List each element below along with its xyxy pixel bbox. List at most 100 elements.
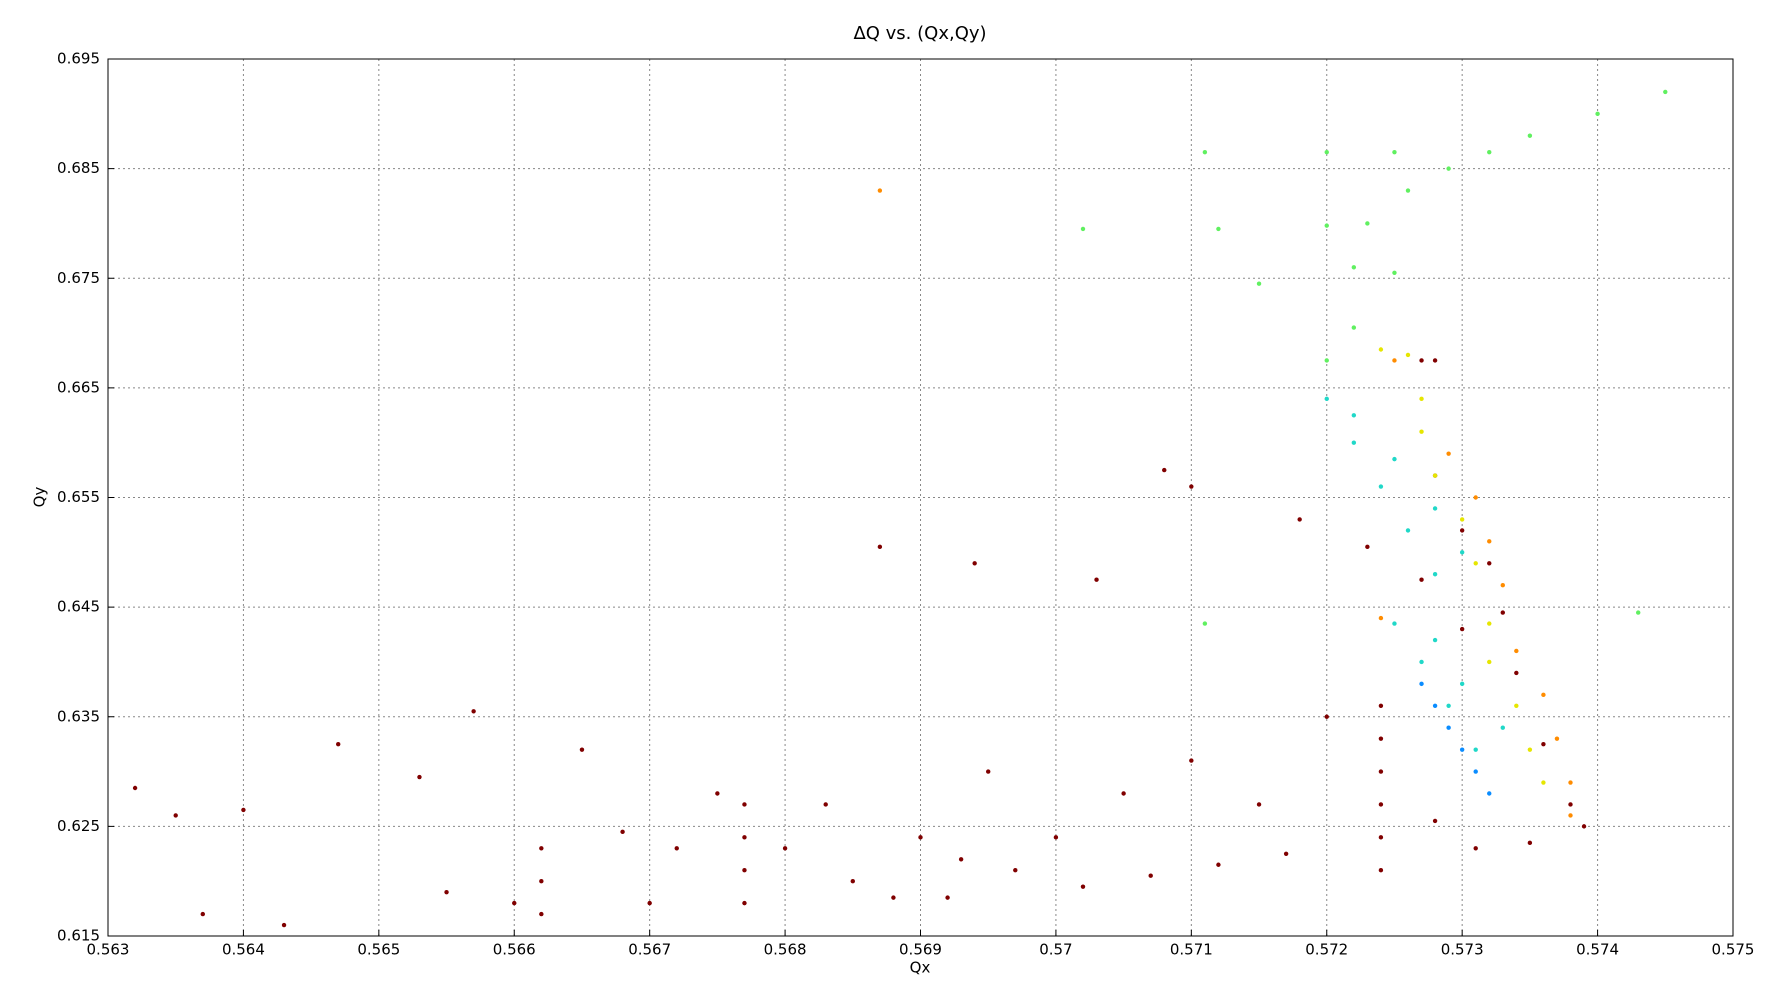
- point: [877, 188, 883, 193]
- point: [1514, 670, 1519, 676]
- point: [1663, 89, 1668, 95]
- point: [918, 835, 923, 840]
- point: [1189, 758, 1194, 763]
- point: [1053, 835, 1059, 840]
- point: [1378, 703, 1384, 708]
- point: [1459, 528, 1465, 533]
- point: [742, 868, 747, 873]
- point: [1636, 610, 1641, 615]
- x-tick-label: 0.571: [1170, 941, 1213, 959]
- point: [1554, 736, 1560, 741]
- point: [1324, 149, 1329, 155]
- chart-title: ΔQ vs. (Qx,Qy): [853, 23, 986, 44]
- point: [173, 813, 178, 818]
- point: [1405, 528, 1411, 533]
- point: [1419, 429, 1424, 434]
- point: [1162, 467, 1167, 473]
- point: [579, 747, 585, 752]
- point: [1351, 265, 1357, 270]
- point: [1432, 637, 1438, 643]
- y-tick-label: 0.695: [57, 50, 100, 68]
- point: [1378, 484, 1384, 489]
- x-tick-label: 0.568: [764, 941, 807, 959]
- point: [1378, 868, 1384, 873]
- point: [850, 878, 855, 884]
- point: [823, 802, 828, 807]
- x-tick-label: 0.565: [357, 941, 400, 959]
- point: [742, 835, 747, 840]
- y-tick-label: 0.645: [57, 598, 100, 616]
- point: [1216, 862, 1221, 867]
- point: [1568, 780, 1573, 785]
- point: [200, 911, 205, 917]
- point: [1568, 813, 1573, 818]
- point: [1446, 166, 1451, 171]
- point: [1392, 358, 1397, 363]
- y-axis-label: Qy: [31, 487, 49, 508]
- point: [1148, 873, 1153, 878]
- point: [1365, 544, 1370, 550]
- y-tick-label: 0.615: [57, 927, 100, 945]
- point: [986, 769, 991, 774]
- x-tick-label: 0.572: [1305, 941, 1348, 959]
- point: [1378, 769, 1384, 774]
- point: [1432, 703, 1438, 708]
- point: [1432, 506, 1438, 511]
- point: [1216, 226, 1221, 232]
- point: [1365, 221, 1370, 226]
- point: [1473, 769, 1478, 774]
- point: [1514, 703, 1519, 708]
- point: [444, 889, 449, 895]
- point: [132, 785, 138, 791]
- point: [1432, 358, 1438, 363]
- x-tick-label: 0.57: [1039, 941, 1072, 959]
- point: [715, 791, 720, 796]
- point: [1527, 840, 1533, 846]
- point: [1324, 396, 1329, 402]
- point: [1297, 517, 1302, 522]
- point: [1487, 791, 1492, 796]
- point: [1324, 358, 1329, 363]
- point: [1500, 610, 1505, 615]
- point: [891, 895, 896, 900]
- point: [1514, 648, 1519, 654]
- point: [1324, 714, 1329, 719]
- point: [1568, 802, 1573, 807]
- point: [417, 774, 422, 780]
- y-tick-label: 0.655: [57, 488, 100, 506]
- point: [1405, 352, 1411, 358]
- point: [742, 900, 747, 906]
- point: [1459, 747, 1465, 752]
- point: [1256, 802, 1262, 807]
- point: [1473, 747, 1478, 752]
- point: [742, 802, 747, 807]
- x-tick-label: 0.575: [1712, 941, 1755, 959]
- point: [1121, 791, 1126, 796]
- point: [1378, 835, 1384, 840]
- point: [1392, 149, 1397, 155]
- point: [1080, 884, 1086, 889]
- point: [1500, 583, 1505, 588]
- point: [1446, 703, 1451, 708]
- point: [1419, 358, 1424, 363]
- point: [1378, 736, 1384, 741]
- point: [1487, 539, 1492, 544]
- point: [539, 878, 544, 884]
- y-tick-label: 0.635: [57, 707, 100, 725]
- point: [1392, 270, 1397, 275]
- point: [1202, 621, 1208, 626]
- point: [1419, 396, 1424, 402]
- point: [1595, 111, 1600, 117]
- point: [1446, 725, 1451, 730]
- x-tick-label: 0.573: [1441, 941, 1484, 959]
- point: [241, 807, 246, 813]
- x-tick-label: 0.574: [1576, 941, 1619, 959]
- point: [1432, 572, 1438, 577]
- point: [1432, 818, 1438, 824]
- plot-frame: [107, 58, 1734, 937]
- point: [1189, 484, 1194, 489]
- point: [1419, 681, 1424, 687]
- point: [471, 709, 476, 714]
- point: [1392, 621, 1397, 626]
